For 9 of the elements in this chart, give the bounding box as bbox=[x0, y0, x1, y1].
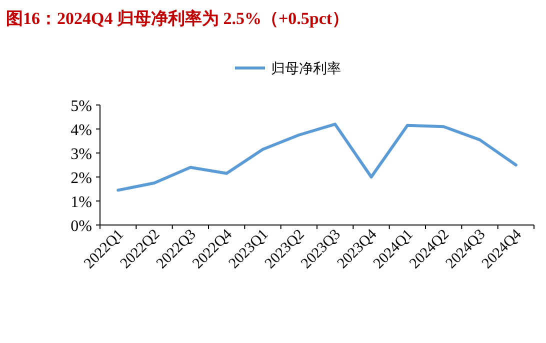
y-tick-label: 3% bbox=[70, 146, 92, 163]
y-tick-label: 1% bbox=[70, 194, 92, 211]
line-series bbox=[116, 122, 518, 192]
y-tick-label: 0% bbox=[70, 218, 92, 235]
y-tick-label: 4% bbox=[70, 122, 92, 139]
y-tick-label: 2% bbox=[70, 170, 92, 187]
y-tick-label: 5% bbox=[70, 98, 92, 115]
legend-label: 归母净利率 bbox=[271, 61, 341, 77]
chart-title: 图16：2024Q4 归母净利率为 2.5%（+0.5pct） bbox=[6, 9, 350, 28]
